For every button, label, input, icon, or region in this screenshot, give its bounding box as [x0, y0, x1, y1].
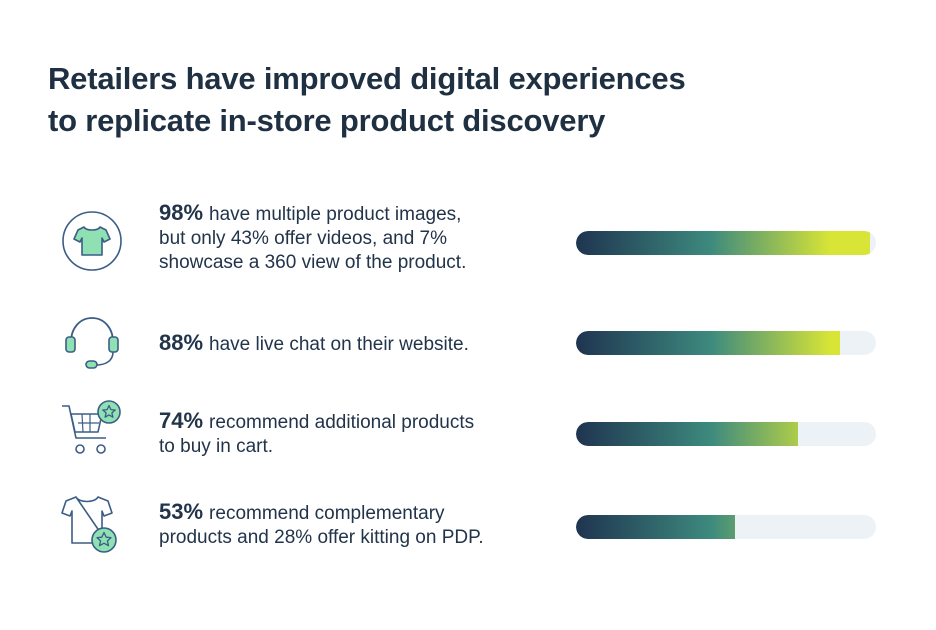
- bar-fill: [576, 515, 735, 539]
- page-title: Retailers have improved digital experien…: [48, 58, 808, 142]
- stat-line: have live chat on their website.: [209, 334, 469, 355]
- bar-fill: [576, 422, 798, 446]
- stat-percent: 74%: [159, 408, 204, 433]
- stat-line: but only 43% offer videos, and 7%: [159, 228, 448, 249]
- shopping-cart-star-icon: [58, 396, 126, 464]
- title-line-2: to replicate in-store product discovery: [48, 103, 606, 138]
- stat-percent: 88%: [159, 330, 204, 355]
- stat-line: showcase a 360 view of the product.: [159, 252, 467, 273]
- stat-percent: 98%: [159, 200, 204, 225]
- stat-line: products and 28% offer kitting on PDP.: [159, 527, 484, 548]
- stat-line: to buy in cart.: [159, 436, 274, 457]
- bar-track: [576, 515, 876, 539]
- bar-track: [576, 422, 876, 446]
- headset-icon: [58, 308, 126, 376]
- stat-line: recommend complementary: [209, 503, 445, 524]
- stat-line: have multiple product images,: [209, 204, 462, 225]
- stat-line: recommend additional products: [209, 412, 475, 433]
- stat-text: 88% have live chat on their website.: [159, 331, 549, 357]
- bar-fill: [576, 231, 870, 255]
- t-shirt-star-icon: [58, 491, 126, 559]
- title-line-1: Retailers have improved digital experien…: [48, 61, 686, 96]
- t-shirt-icon: [58, 207, 126, 275]
- stat-percent: 53%: [159, 499, 204, 524]
- bar-track: [576, 231, 876, 255]
- stat-text: 98% have multiple product images, but onl…: [159, 201, 549, 275]
- stat-text: 53% recommend complementary products and …: [159, 500, 549, 550]
- bar-fill: [576, 331, 840, 355]
- bar-track: [576, 331, 876, 355]
- stat-text: 74% recommend additional products to buy …: [159, 409, 549, 459]
